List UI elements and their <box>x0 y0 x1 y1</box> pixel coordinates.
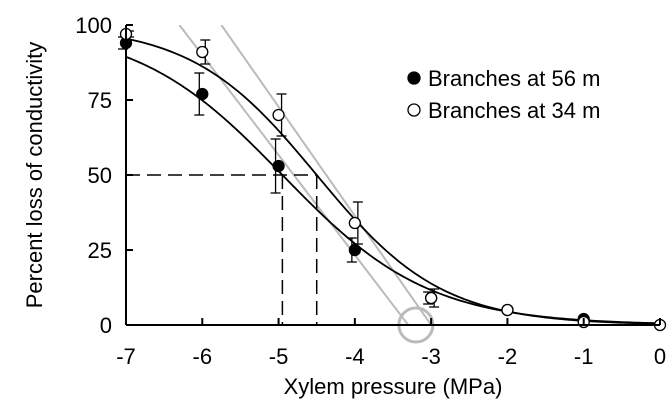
tick-labels: -7 -6 -5 -4 -3 -2 -1 0 0 25 50 75 100 <box>75 13 666 369</box>
x-tick-label: 0 <box>654 344 666 369</box>
y-tick-label: 25 <box>88 238 112 263</box>
y-axis-label: Percent loss of conductivity <box>22 42 47 309</box>
x-tick-label: -6 <box>193 344 213 369</box>
point-34m <box>272 108 285 122</box>
point-34m <box>348 216 362 230</box>
x-tick-label: -1 <box>574 344 594 369</box>
x-tick-label: -5 <box>269 344 289 369</box>
x-tick-label: -3 <box>421 344 441 369</box>
p50-reference-lines <box>126 174 318 325</box>
x-tick-label: -2 <box>498 344 518 369</box>
fit-curve-1 <box>125 37 661 325</box>
y-tick-label: 50 <box>88 163 112 188</box>
point-56m <box>272 159 285 173</box>
x-axis-label: Xylem pressure (MPa) <box>284 374 503 399</box>
legend-marker-34m <box>407 103 421 117</box>
axes <box>125 24 661 326</box>
x-tick-label: -7 <box>116 344 136 369</box>
y-tick-label: 75 <box>88 88 112 113</box>
point-34m <box>501 303 514 317</box>
point-34m <box>196 45 209 59</box>
tangent-line <box>220 25 432 325</box>
point-56m <box>348 243 362 257</box>
point-56m <box>196 87 209 101</box>
fit-curves <box>125 37 661 325</box>
legend-marker-56m <box>407 71 421 85</box>
x-tick-label: -4 <box>345 344 365 369</box>
point-34m <box>424 291 438 305</box>
legend-label-56m: Branches at 56 m <box>428 66 600 91</box>
legend-label-34m: Branches at 34 m <box>428 98 600 123</box>
legend: Branches at 56 m Branches at 34 m <box>407 66 600 123</box>
y-tick-label: 0 <box>100 313 112 338</box>
y-tick-label: 100 <box>75 13 112 38</box>
